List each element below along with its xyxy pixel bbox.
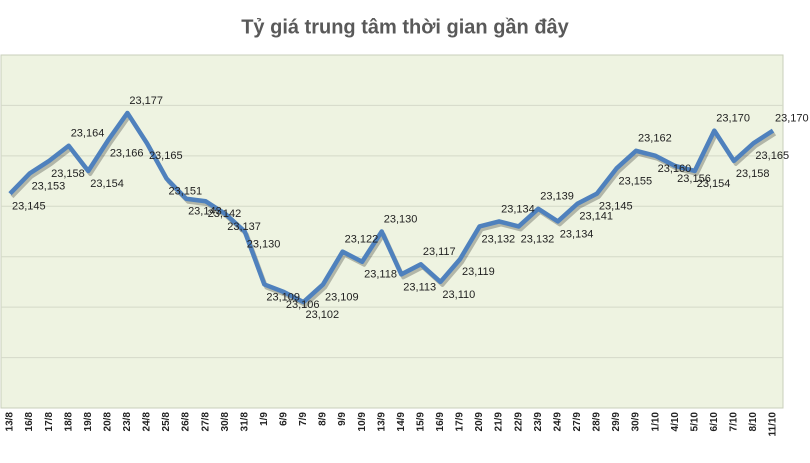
data-label: 23,132 bbox=[482, 233, 516, 245]
x-tick-label: 25/8 bbox=[161, 412, 172, 432]
data-label: 23,132 bbox=[521, 233, 555, 245]
data-label: 23,110 bbox=[442, 289, 475, 301]
data-label: 23,160 bbox=[658, 163, 692, 175]
data-label: 23,142 bbox=[208, 208, 242, 220]
data-label: 23,154 bbox=[697, 178, 731, 190]
data-label: 23,134 bbox=[501, 203, 535, 215]
x-tick-label: 24/9 bbox=[552, 412, 563, 432]
data-label: 23,145 bbox=[12, 201, 46, 213]
x-tick-label: 7/9 bbox=[298, 412, 309, 426]
data-label: 23,130 bbox=[247, 238, 281, 250]
x-tick-label: 29/9 bbox=[611, 412, 622, 432]
data-label: 23,155 bbox=[618, 175, 652, 187]
x-tick-label: 7/10 bbox=[729, 412, 740, 432]
x-tick-label: 22/9 bbox=[513, 412, 524, 432]
data-label: 23,154 bbox=[90, 178, 124, 190]
x-tick-label: 5/10 bbox=[689, 412, 700, 432]
data-label: 23,166 bbox=[110, 148, 144, 160]
data-label: 23,102 bbox=[305, 309, 339, 321]
x-tick-label: 23/9 bbox=[533, 412, 544, 432]
data-label: 23,109 bbox=[266, 291, 300, 303]
data-label: 23,109 bbox=[325, 291, 359, 303]
data-label: 23,162 bbox=[638, 133, 672, 145]
x-tick-label: 13/8 bbox=[5, 412, 16, 432]
data-label: 23,130 bbox=[384, 213, 418, 225]
x-tick-label: 24/8 bbox=[142, 412, 153, 432]
x-tick-label: 30/8 bbox=[220, 412, 231, 432]
x-tick-label: 11/10 bbox=[768, 412, 779, 437]
data-label: 23,134 bbox=[560, 228, 594, 240]
data-label: 23,143 bbox=[188, 206, 222, 218]
x-tick-label: 20/8 bbox=[102, 412, 113, 432]
data-label: 23,164 bbox=[71, 128, 105, 140]
x-tick-label: 8/10 bbox=[748, 412, 759, 432]
data-label: 23,151 bbox=[169, 185, 203, 197]
data-label: 23,153 bbox=[32, 180, 66, 192]
x-tick-label: 1/10 bbox=[650, 412, 661, 432]
x-tick-label: 15/9 bbox=[415, 412, 426, 432]
data-label: 23,170 bbox=[716, 113, 750, 125]
data-label: 23,141 bbox=[579, 211, 613, 223]
x-tick-label: 16/8 bbox=[24, 412, 35, 432]
data-label: 23,106 bbox=[286, 299, 320, 311]
x-tick-label: 20/9 bbox=[474, 412, 485, 432]
x-tick-label: 1/9 bbox=[259, 412, 270, 426]
x-tick-label: 31/8 bbox=[239, 412, 250, 432]
data-label: 23,118 bbox=[364, 269, 397, 281]
x-tick-label: 19/8 bbox=[83, 412, 94, 432]
x-tick-label: 26/8 bbox=[181, 412, 192, 432]
data-label: 23,139 bbox=[540, 191, 574, 203]
data-label: 23,158 bbox=[736, 168, 770, 180]
x-tick-label: 30/9 bbox=[631, 412, 642, 432]
line bbox=[8, 110, 775, 305]
x-tick-label: 6/10 bbox=[709, 412, 720, 432]
data-label: 23,158 bbox=[51, 168, 85, 180]
data-label: 23,122 bbox=[345, 234, 379, 246]
plot-area bbox=[0, 54, 784, 409]
x-tick-label: 8/9 bbox=[318, 412, 329, 426]
data-label: 23,165 bbox=[149, 150, 183, 162]
x-tick-label: 16/9 bbox=[435, 412, 446, 432]
x-tick-label: 17/9 bbox=[455, 412, 466, 432]
data-label: 23,113 bbox=[403, 281, 436, 293]
data-label: 23,170 bbox=[775, 113, 809, 125]
x-tick-label: 27/8 bbox=[200, 412, 211, 432]
data-label: 23,117 bbox=[423, 246, 456, 258]
x-tick-label: 4/10 bbox=[670, 412, 681, 432]
x-tick-label: 6/9 bbox=[279, 412, 290, 426]
data-label: 23,156 bbox=[677, 173, 711, 185]
x-tick-label: 18/8 bbox=[63, 412, 74, 432]
x-tick-label: 10/9 bbox=[357, 412, 368, 432]
x-tick-label: 14/9 bbox=[396, 412, 407, 432]
x-tick-label: 9/9 bbox=[337, 412, 348, 426]
x-tick-label: 17/8 bbox=[44, 412, 55, 432]
data-label: 23,119 bbox=[462, 266, 495, 278]
x-tick-label: 21/9 bbox=[494, 412, 505, 432]
data-label: 23,177 bbox=[129, 95, 163, 107]
x-tick-label: 23/8 bbox=[122, 412, 133, 432]
x-tick-label: 28/9 bbox=[592, 412, 603, 432]
data-label: 23,137 bbox=[227, 221, 261, 233]
data-label: 23,165 bbox=[755, 150, 789, 162]
x-tick-label: 27/9 bbox=[572, 412, 583, 432]
x-tick-label: 13/9 bbox=[376, 412, 387, 432]
chart-title: Tỷ giá trung tâm thời gian gần đây bbox=[241, 16, 569, 38]
data-label: 23,145 bbox=[599, 201, 633, 213]
